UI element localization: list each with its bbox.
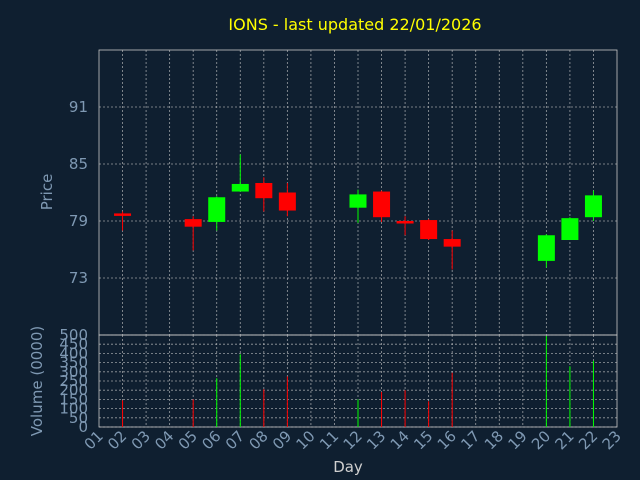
volume-tick-label: 500 bbox=[59, 326, 88, 344]
day-tick-label: 13 bbox=[363, 427, 389, 453]
candle-body bbox=[255, 183, 273, 199]
volume-tick-label: 300 bbox=[59, 363, 88, 381]
volume-tick-label: 400 bbox=[59, 344, 88, 362]
volume-tick-label: 100 bbox=[59, 400, 88, 418]
candle-body bbox=[278, 192, 296, 211]
price-panel: 73 79 85 91 bbox=[69, 49, 618, 336]
volume-tick-label: 250 bbox=[59, 372, 88, 390]
day-axis-label: Day bbox=[333, 458, 363, 476]
volume-tick-label: 150 bbox=[59, 390, 88, 408]
candle-body bbox=[396, 221, 414, 224]
day-tick-label: 10 bbox=[293, 427, 319, 453]
volume-panel: 0501001502002503003504004505000102030405… bbox=[59, 326, 624, 453]
volume-tick-label: 50 bbox=[69, 409, 88, 427]
price-tick-label: 79 bbox=[69, 212, 88, 230]
day-tick-label: 20 bbox=[528, 427, 554, 453]
day-tick-label: 21 bbox=[552, 427, 578, 453]
volume-tick-label: 450 bbox=[59, 335, 88, 353]
candle-body bbox=[443, 239, 461, 247]
price-axis-label: Price bbox=[38, 174, 56, 211]
day-tick-label: 06 bbox=[198, 427, 224, 453]
day-tick-label: 07 bbox=[222, 427, 248, 453]
volume-tick-label: 200 bbox=[59, 381, 88, 399]
day-tick-label: 15 bbox=[410, 427, 436, 453]
candle-body bbox=[208, 197, 226, 222]
day-tick-label: 22 bbox=[575, 427, 601, 453]
chart-title: IONS - last updated 22/01/2026 bbox=[228, 15, 481, 34]
candle-body bbox=[373, 191, 391, 218]
candle-body bbox=[349, 194, 367, 208]
day-tick-label: 05 bbox=[175, 427, 201, 453]
price-tick-label: 85 bbox=[69, 155, 88, 173]
day-tick-label: 03 bbox=[128, 427, 154, 453]
candle-body bbox=[584, 195, 602, 218]
day-tick-label: 14 bbox=[387, 427, 413, 453]
day-tick-label: 12 bbox=[340, 427, 366, 453]
day-tick-label: 04 bbox=[151, 427, 177, 453]
day-tick-label: 23 bbox=[599, 427, 625, 453]
day-tick-label: 08 bbox=[245, 427, 271, 453]
day-tick-label: 09 bbox=[269, 427, 295, 453]
day-tick-label: 02 bbox=[104, 427, 130, 453]
candle-body bbox=[231, 183, 249, 192]
candle-body bbox=[561, 218, 579, 240]
candle-body bbox=[420, 220, 438, 240]
volume-axis-label: Volume (0000) bbox=[28, 326, 46, 436]
price-tick-label: 91 bbox=[69, 98, 88, 116]
candle-body bbox=[114, 213, 132, 216]
volume-tick-label: 350 bbox=[59, 354, 88, 372]
day-tick-label: 11 bbox=[316, 427, 342, 453]
day-tick-label: 18 bbox=[481, 427, 507, 453]
candle-body bbox=[537, 235, 555, 261]
volume-tick-label: 0 bbox=[78, 418, 88, 436]
day-tick-label: 19 bbox=[504, 427, 530, 453]
candle-body bbox=[184, 219, 202, 227]
day-tick-label: 17 bbox=[457, 427, 483, 453]
day-tick-label: 16 bbox=[434, 427, 460, 453]
price-tick-label: 73 bbox=[69, 269, 88, 287]
